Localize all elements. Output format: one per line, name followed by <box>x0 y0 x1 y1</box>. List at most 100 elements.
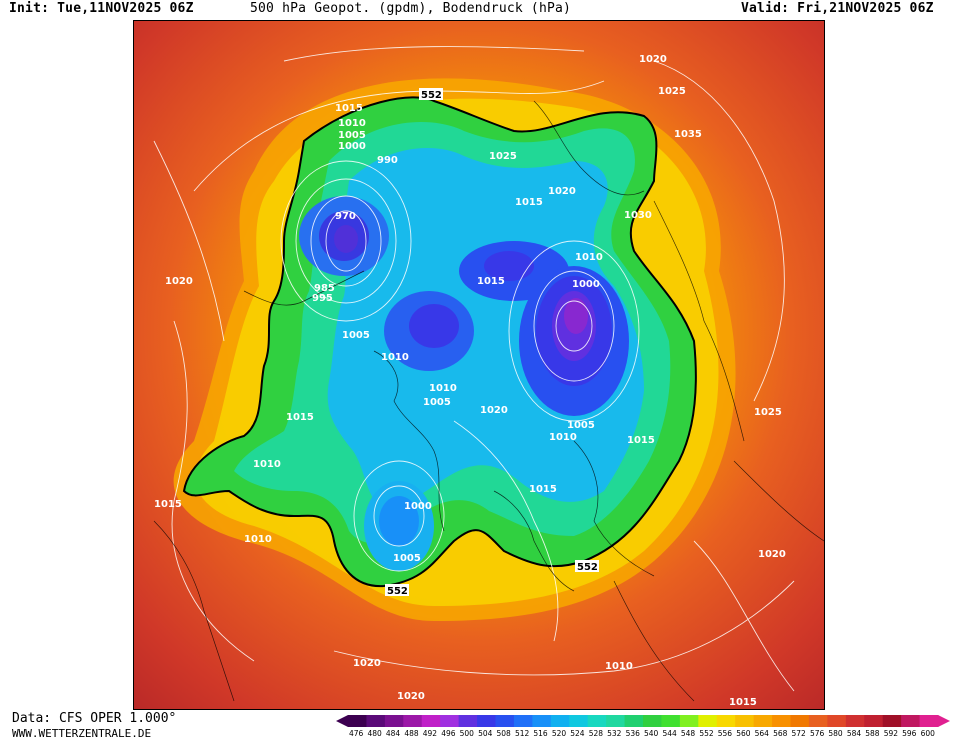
colorbar-swatch <box>440 715 460 727</box>
isobar-label: 1020 <box>639 54 667 65</box>
colorbar-tick-label: 576 <box>810 729 825 738</box>
colorbar-tick-label: 568 <box>773 729 788 738</box>
colorbar-swatch <box>790 715 810 727</box>
isobar-label: 1015 <box>335 103 363 114</box>
light-blue-band <box>327 148 644 507</box>
colorbar-tick-label: 544 <box>662 729 677 738</box>
map-canvas: 552 552 552 1020 1025 1035 1015 1010 100… <box>134 21 824 709</box>
colorbar-swatch <box>384 715 404 727</box>
isobar-label: 1015 <box>286 412 314 423</box>
isobar-label: 1025 <box>658 86 686 97</box>
pressure-labels: 1020 1025 1035 1015 1010 1005 1000 990 9… <box>154 54 786 708</box>
colorbar-tick-label: 564 <box>755 729 770 738</box>
isobar-label: 1020 <box>758 549 786 560</box>
colorbar-tick-label: 596 <box>902 729 917 738</box>
colorbar-tick-label: 516 <box>533 729 548 738</box>
colorbar-swatch <box>587 715 607 727</box>
colorbar-tick-label: 524 <box>570 729 585 738</box>
colorbar-swatch <box>532 715 552 727</box>
isobar-label: 1035 <box>674 129 702 140</box>
colorbar-right-arrow <box>938 715 950 727</box>
colorbar-tick-label: 552 <box>699 729 714 738</box>
colorbar-tick-label: 560 <box>736 729 751 738</box>
isobar-label: 1015 <box>515 197 543 208</box>
colorbar-swatch <box>403 715 423 727</box>
colorbar-swatch <box>606 715 626 727</box>
colorbar-swatch <box>458 715 478 727</box>
colorbar-tick-label: 500 <box>460 729 475 738</box>
isobar-label: 1020 <box>165 276 193 287</box>
isobar-label: 1015 <box>529 484 557 495</box>
colorbar-tick-label: 528 <box>589 729 604 738</box>
isobar-label: 995 <box>312 293 333 304</box>
colorbar-tick-label: 556 <box>718 729 733 738</box>
colorbar-swatch <box>679 715 699 727</box>
colorbar-tick-label: 520 <box>552 729 567 738</box>
colorbar-swatch <box>624 715 644 727</box>
colorbar-tick-label: 480 <box>367 729 382 738</box>
isobar-label: 1005 <box>393 553 421 564</box>
isobar-label: 1010 <box>429 383 457 394</box>
isobar-label: 1010 <box>338 118 366 129</box>
contour-552-labels: 552 552 552 <box>385 88 599 597</box>
contour-label: 552 <box>421 90 442 101</box>
init-time-label: Init: Tue,11NOV2025 06Z <box>9 1 194 16</box>
colorbar-tick-label: 540 <box>644 729 659 738</box>
isobar-label: 1025 <box>754 407 782 418</box>
colorbar-tick-label: 484 <box>386 729 401 738</box>
colorbar-tick-label: 600 <box>921 729 936 738</box>
colorbar-tick-label: 512 <box>515 729 530 738</box>
colorbar-tick-label: 496 <box>441 729 456 738</box>
colorbar-swatch <box>550 715 570 727</box>
colorbar-swatch <box>698 715 718 727</box>
color-legend: 476 480 484 488 492 496 500 504 508 512 516 520 524 5… <box>336 715 950 738</box>
isobar-label: 1020 <box>548 186 576 197</box>
isobar-label: 1010 <box>605 661 633 672</box>
isobar-label: 1025 <box>489 151 517 162</box>
colorbar-swatch <box>366 715 386 727</box>
weather-map[interactable]: 552 552 552 1020 1025 1035 1015 1010 100… <box>133 20 825 710</box>
colorbar-swatch <box>882 715 902 727</box>
colorbar-swatch <box>495 715 515 727</box>
isobar-label: 990 <box>377 155 398 166</box>
colorbar-tick-label: 580 <box>828 729 843 738</box>
isobar-label: 1020 <box>480 405 508 416</box>
colorbar-tick-label: 588 <box>865 729 880 738</box>
colorbar-tick-label: 592 <box>884 729 899 738</box>
isobar-label: 1010 <box>381 352 409 363</box>
colorbar-left-arrow <box>336 715 348 727</box>
isobar-label: 1005 <box>423 397 451 408</box>
isobar-label: 1015 <box>154 499 182 510</box>
isobar-label: 1000 <box>404 501 432 512</box>
isobar-label: 1005 <box>342 330 370 341</box>
colorbar-swatch <box>513 715 533 727</box>
colorbar-swatch <box>772 715 791 727</box>
colorbar-swatch <box>477 715 496 727</box>
isobar-label: 1030 <box>624 210 652 221</box>
isobar-label: 1000 <box>572 279 600 290</box>
valid-time-label: Valid: Fri,21NOV2025 06Z <box>741 1 934 16</box>
isobar-label: 1005 <box>338 130 366 141</box>
colorbar-tick-label: 532 <box>607 729 622 738</box>
colorbar-swatch <box>808 715 828 727</box>
contour-label: 552 <box>387 586 408 597</box>
data-source-label: Data: CFS OPER 1.000° <box>12 711 177 726</box>
isobar-label: 1010 <box>244 534 272 545</box>
colorbar-tick-label: 492 <box>423 729 438 738</box>
isobar-label: 1005 <box>567 420 595 431</box>
isobar-label: 1010 <box>253 459 281 470</box>
colorbar-tick-label: 584 <box>847 729 862 738</box>
colorbar-tick-label: 548 <box>681 729 696 738</box>
website-label: WWW.WETTERZENTRALE.DE <box>12 727 152 740</box>
colorbar-swatch <box>421 715 441 727</box>
isobar-label: 1000 <box>338 141 366 152</box>
isobar-label: 1010 <box>575 252 603 263</box>
colorbar-swatch <box>901 715 921 727</box>
colorbar-tick-label: 572 <box>792 729 807 738</box>
colorbar-tick-label: 488 <box>404 729 419 738</box>
contour-label: 552 <box>577 562 598 573</box>
colorbar-tick-label: 476 <box>349 729 364 738</box>
isobar-label: 1020 <box>353 658 381 669</box>
isobar-label: 1010 <box>549 432 577 443</box>
colorbar-tick-label: 508 <box>497 729 512 738</box>
